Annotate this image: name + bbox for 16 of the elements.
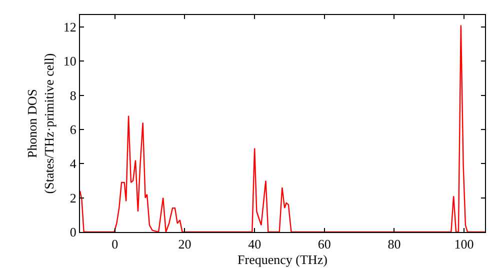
y-tick-label: 8 <box>70 88 76 103</box>
x-tick-label: 80 <box>388 236 401 252</box>
y-tick-label: 2 <box>70 190 76 206</box>
x-tick-label: 60 <box>318 236 331 252</box>
x-tick-label: 0 <box>112 236 118 252</box>
x-axis-title: Frequency (THz) <box>238 252 328 268</box>
x-tick-label: 40 <box>248 236 262 252</box>
y-tick-label: 4 <box>70 156 77 172</box>
y-tick-label: 10 <box>63 54 76 69</box>
x-tick-label: 100 <box>454 236 474 252</box>
y-tick-label: 6 <box>70 122 77 138</box>
line-series <box>80 24 485 232</box>
y-axis-title: Phonon DOS (States/THz·primitive cell) <box>24 53 56 194</box>
y-tick-label: 12 <box>63 20 76 35</box>
x-tick-label: 20 <box>178 236 192 252</box>
y-tick-label: 0 <box>70 224 76 240</box>
